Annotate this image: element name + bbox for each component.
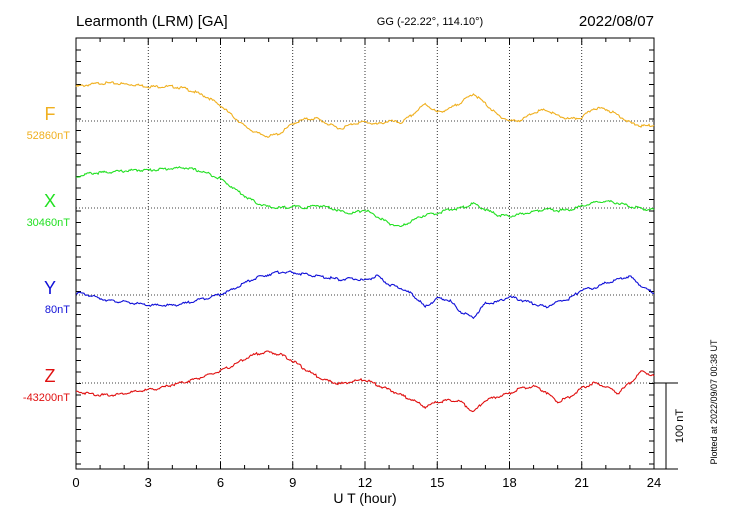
series-line-x (75, 165, 655, 228)
series-baseline-label-f: 52860nT (27, 130, 71, 142)
plot-date: 2022/08/07 (579, 13, 654, 30)
x-tick-labels: 0 3 6 9 12 15 18 21 24 (72, 475, 661, 490)
series-line-z (76, 350, 655, 413)
series-name-f: F (45, 104, 56, 124)
series-name-x: X (44, 191, 56, 211)
x-axis-label: U T (hour) (333, 490, 396, 506)
series-line-y (75, 270, 655, 320)
series-name-z: Z (45, 366, 56, 386)
x-tick-label: 15 (430, 475, 444, 490)
x-tick-label: 21 (575, 475, 589, 490)
series-labels: F 52860nT X 30460nT Y 80nT Z -43200nT (23, 104, 70, 404)
x-tick-label: 9 (289, 475, 296, 490)
geo-coordinates: GG (-22.22°, 114.10°) (377, 16, 483, 28)
station-title: Learmonth (LRM) [GA] (76, 13, 228, 30)
scale-bar-label: 100 nT (674, 409, 686, 444)
series-baseline-label-y: 80nT (45, 304, 70, 316)
series-baseline-label-x: 30460nT (27, 217, 71, 229)
series-baseline-label-z: -43200nT (23, 392, 70, 404)
baselines (76, 38, 654, 469)
plotted-timestamp: Plotted at 2022/09/07 00:38 UT (709, 339, 719, 465)
x-tick-label: 6 (217, 475, 224, 490)
x-tick-label: 0 (72, 475, 79, 490)
x-tick-label: 3 (145, 475, 152, 490)
scale-bar: 100 nT (654, 382, 686, 470)
x-tick-label: 12 (358, 475, 372, 490)
series-line-f (75, 81, 655, 138)
series-lines (75, 81, 655, 413)
series-name-y: Y (44, 278, 56, 298)
x-tick-label: 24 (647, 475, 661, 490)
x-tick-label: 18 (502, 475, 516, 490)
